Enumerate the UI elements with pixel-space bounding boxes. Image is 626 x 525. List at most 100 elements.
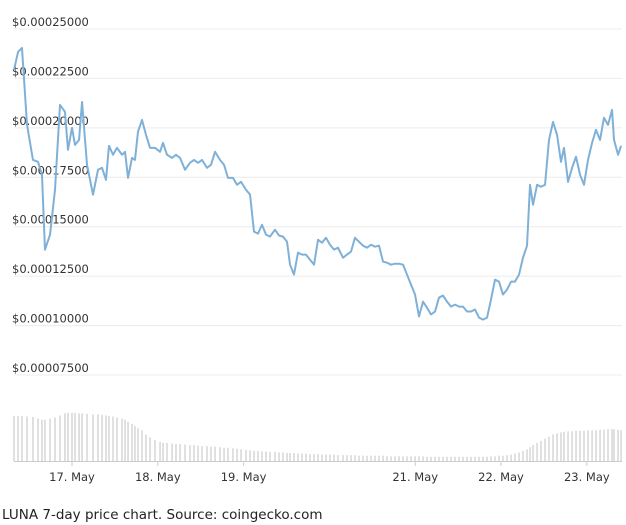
volume-bar [446,456,448,461]
volume-bar [145,434,147,461]
volume-bar [337,455,339,461]
volume-bar [426,456,428,461]
volume-bar [434,456,436,461]
volume-bar [552,434,554,461]
volume-bar [529,447,531,461]
volume-bar [611,429,613,461]
volume-bar [595,430,597,461]
volume-bar [567,431,569,461]
volume-bar [333,454,335,461]
volume-bar [54,417,56,461]
volume-bar [532,445,534,461]
volume-bar [13,415,15,461]
y-tick-label: $0.00017500 [12,163,89,177]
volume-bar [386,456,388,461]
volume-bar [44,419,46,461]
volume-bar [112,416,114,461]
volume-bar [64,413,66,461]
volume-bar [108,415,110,461]
volume-bar [474,456,476,461]
volume-bar [478,456,480,461]
volume-bar [21,415,23,461]
volume-bar [141,430,143,461]
volume-bar [329,454,331,461]
volume-bar [406,456,408,461]
volume-bar [261,451,263,461]
volume-bar [286,453,288,461]
volume-bar [617,429,619,461]
volume-bar [370,455,372,461]
volume-bar [305,453,307,461]
volume-bar [149,437,151,461]
volume-bar [175,444,177,461]
volume-bar [518,452,520,461]
volume-bar [32,417,34,461]
volume-bar [498,455,500,461]
volume-bar [282,452,284,461]
volume-bar [127,421,129,461]
volume-bar [309,454,311,461]
volume-bar [245,449,247,461]
volume-bar [249,450,251,461]
volume-bar [358,455,360,461]
y-tick-label: $0.00012500 [12,262,89,276]
volume-bar [342,455,344,461]
volume-bar [49,418,51,461]
volume-bar [74,412,76,461]
volume-bar [442,456,444,461]
volume-bar [548,436,550,461]
volume-bar [159,441,161,461]
volume-bar [171,443,173,461]
volume-bar [116,417,118,461]
volume-bar [71,412,73,461]
volume-bar [86,413,88,461]
x-tick-label: 18. May [135,470,181,484]
volume-bar [486,456,488,461]
volume-bar [97,414,99,461]
volume-bar [278,452,280,461]
volume-bar [317,454,319,461]
volume-bar [137,428,139,461]
volume-bar [293,453,295,461]
volume-bar [37,418,39,461]
volume-bar [522,450,524,461]
volume-bar [297,453,299,461]
volume-bar [78,413,80,461]
volume-bar [236,448,238,461]
volume-bar [579,430,581,461]
volume-bar [422,456,424,461]
x-tick-label: 19. May [221,470,267,484]
volume-bar [346,455,348,461]
volume-bar [124,419,126,461]
y-tick-label: $0.00020000 [12,114,89,128]
volume-bar [599,429,601,461]
volume-bar [603,429,605,461]
volume-bar [59,415,61,461]
volume-bar [510,454,512,461]
x-tick-label: 23. May [564,470,610,484]
volume-bar [560,432,562,461]
volume-bar [454,456,456,461]
volume-bar [591,430,593,461]
volume-bar [482,456,484,461]
volume-bar [414,456,416,461]
volume-bar [17,415,19,461]
volume-bar [166,442,168,461]
volume-bar [450,456,452,461]
volume-bar [458,456,460,461]
volume-bar [354,455,356,461]
volume-bar [101,414,103,461]
volume-bar [506,455,508,461]
volume-bar [92,414,94,461]
volume-bar [470,456,472,461]
volume-bar [240,449,242,461]
volume-bar [494,456,496,461]
volume-bar [184,444,186,461]
volume-bar [490,456,492,461]
volume-bar [206,446,208,461]
volume-bar [26,416,28,461]
volume-bar [571,431,573,461]
volume-bar [189,445,191,461]
volume-bar [253,450,255,461]
